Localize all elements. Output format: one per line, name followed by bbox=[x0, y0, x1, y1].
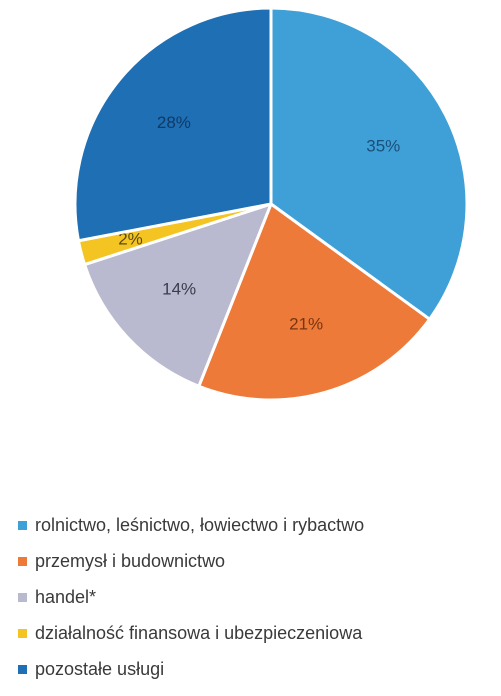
legend-item-5: pozostałe usługi bbox=[18, 651, 498, 687]
data-label-5: 28% bbox=[157, 113, 191, 132]
legend-label-1: rolnictwo, leśnictwo, łowiectwo i rybact… bbox=[35, 514, 365, 535]
legend-item-2: przemysł i budownictwo bbox=[18, 543, 498, 579]
legend-swatch-1 bbox=[18, 520, 27, 530]
pie-slice-1 bbox=[269, 6, 469, 321]
legend-item-4: działalność finansowa i ubezpieczeniowa bbox=[18, 615, 498, 651]
legend-label-4: działalność finansowa i ubezpieczeniowa bbox=[35, 622, 363, 643]
legend-label-5: pozostałe usługi bbox=[35, 658, 165, 679]
legend-swatch-3 bbox=[18, 592, 27, 602]
legend-label-2: przemysł i budownictwo bbox=[35, 550, 226, 571]
data-label-1: 35% bbox=[366, 136, 400, 155]
data-label-2: 21% bbox=[289, 314, 323, 333]
legend-item-1: rolnictwo, leśnictwo, łowiectwo i rybact… bbox=[18, 507, 498, 543]
chart-legend: rolnictwo, leśnictwo, łowiectwo i rybact… bbox=[18, 507, 498, 687]
data-label-4: 2% bbox=[118, 230, 143, 249]
legend-swatch-4 bbox=[18, 628, 27, 638]
legend-swatch-2 bbox=[18, 556, 27, 566]
pie-slice-5 bbox=[73, 6, 273, 243]
pie-slice-2 bbox=[197, 202, 432, 402]
legend-label-3: handel* bbox=[35, 586, 97, 607]
legend-item-3: handel* bbox=[18, 579, 498, 615]
pie-chart: 35% 21% 14% 2% 28% bbox=[73, 6, 469, 402]
data-label-3: 14% bbox=[162, 280, 196, 299]
legend-swatch-5 bbox=[18, 664, 27, 674]
